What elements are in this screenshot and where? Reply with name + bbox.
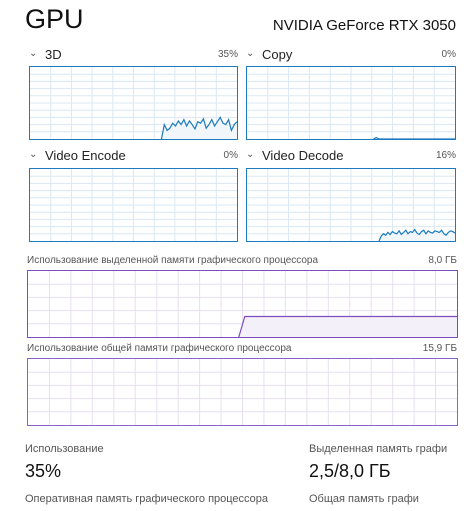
memory-graph-svg	[28, 359, 457, 425]
gpu-device-name: NVIDIA GeForce RTX 3050	[272, 17, 456, 34]
shared-memory-stat-label: Общая память графи	[309, 493, 419, 505]
engine-graph-svg	[247, 169, 455, 241]
engine-selector-copy[interactable]: ⌄ Copy	[246, 47, 292, 62]
series-line	[373, 136, 455, 139]
shared-memory-max: 15,9 ГБ	[422, 343, 457, 354]
engine-graph-video-encode	[29, 168, 238, 242]
chevron-down-icon: ⌄	[246, 149, 255, 160]
series-line	[378, 228, 455, 241]
engine-graph-video-decode	[246, 168, 456, 242]
utilization-label: Использование	[25, 443, 104, 455]
gpu-memory-label: Оперативная память графического процессо…	[25, 493, 269, 505]
engine-label: 3D	[45, 47, 62, 62]
engine-label: Video Encode	[45, 148, 126, 163]
shared-memory-label: Использование общей памяти графического …	[27, 343, 292, 354]
engine-selector-3d[interactable]: ⌄ 3D	[29, 47, 62, 62]
memory-graph-svg	[28, 271, 457, 337]
page-title: GPU	[25, 4, 84, 34]
dedicated-memory-max: 8,0 ГБ	[428, 255, 457, 266]
chevron-down-icon: ⌄	[29, 48, 38, 59]
dedicated-memory-stat-value: 2,5/8,0 ГБ	[309, 461, 391, 481]
dedicated-memory-graph	[27, 270, 458, 338]
engine-graph-3d	[29, 66, 238, 140]
series-line	[238, 315, 457, 337]
shared-memory-graph	[27, 358, 458, 426]
engine-percent: 0%	[441, 49, 456, 60]
engine-graph-svg	[30, 169, 237, 241]
chevron-down-icon: ⌄	[246, 48, 255, 59]
chevron-down-icon: ⌄	[29, 149, 38, 160]
engine-selector-video-encode[interactable]: ⌄ Video Encode	[29, 148, 126, 163]
engine-percent: 35%	[217, 49, 238, 60]
engine-percent: 0%	[223, 150, 238, 161]
utilization-value: 35%	[25, 461, 62, 481]
series-area	[238, 316, 457, 337]
engine-label: Copy	[262, 47, 293, 62]
engine-graph-copy	[246, 66, 456, 140]
engine-selector-video-decode[interactable]: ⌄ Video Decode	[246, 148, 343, 163]
engine-graph-svg	[30, 67, 237, 139]
engine-label: Video Decode	[262, 148, 344, 163]
dedicated-memory-stat-label: Выделенная память графи	[309, 443, 448, 455]
engine-graph-svg	[247, 67, 455, 139]
series-area	[379, 229, 455, 241]
series-line	[160, 116, 237, 139]
dedicated-memory-label: Использование выделенной памяти графичес…	[27, 255, 319, 266]
engine-percent: 16%	[435, 150, 456, 161]
series-area	[161, 117, 237, 139]
